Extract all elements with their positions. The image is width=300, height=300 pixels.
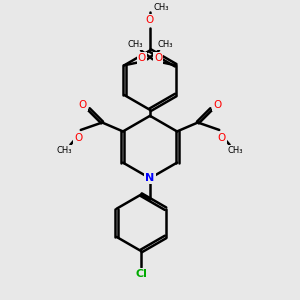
Text: CH₃: CH₃ (157, 40, 173, 49)
Text: CH₃: CH₃ (228, 146, 243, 154)
Text: N: N (146, 173, 154, 183)
Text: Cl: Cl (135, 269, 147, 279)
Text: CH₃: CH₃ (57, 146, 72, 154)
Text: O: O (138, 53, 146, 63)
Text: O: O (154, 53, 162, 63)
Text: O: O (79, 100, 87, 110)
Text: CH₃: CH₃ (154, 3, 169, 12)
Text: O: O (213, 100, 221, 110)
Text: O: O (146, 15, 154, 25)
Text: O: O (218, 133, 226, 143)
Text: CH₃: CH₃ (127, 40, 143, 49)
Text: O: O (74, 133, 83, 143)
